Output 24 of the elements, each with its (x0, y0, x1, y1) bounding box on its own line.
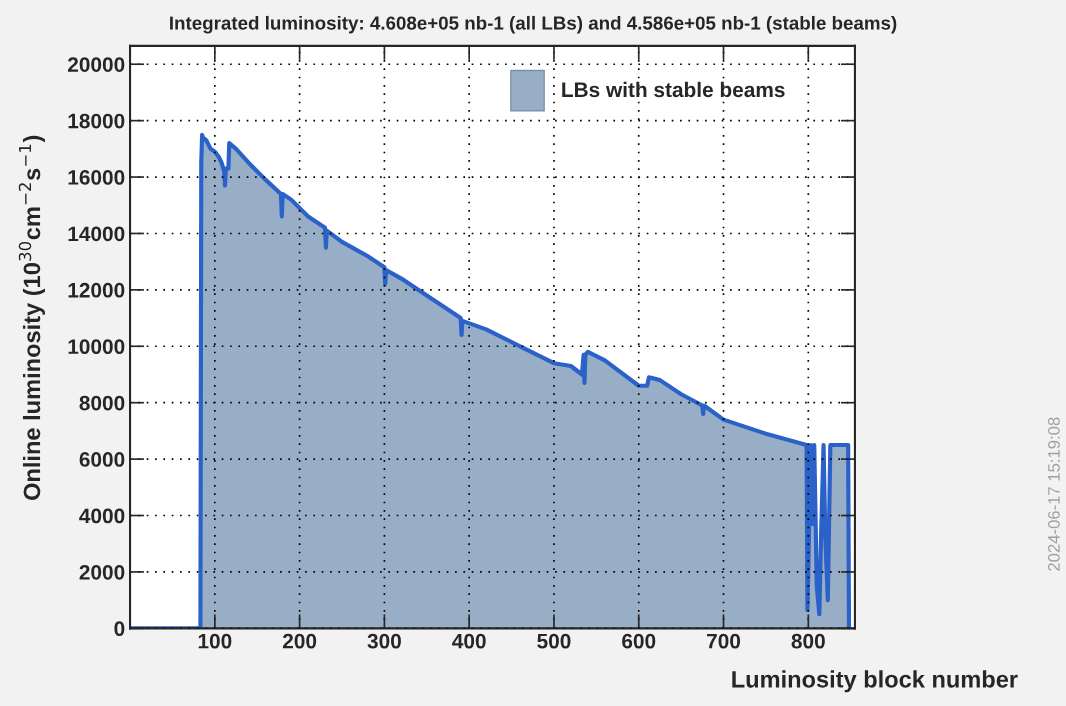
x-tick-label: 300 (367, 633, 401, 649)
y-tick-label: 14000 (68, 226, 125, 242)
y-tick-label: 2000 (79, 564, 125, 580)
x-axis-title: Luminosity block number (732, 670, 1018, 693)
chart-title: Integrated luminosity: 4.608e+05 nb-1 (all LBs) and 4.586e+05 nb-1 (stable beams) (170, 15, 897, 34)
y-tick-label: 6000 (79, 452, 125, 467)
y-tick-label: 4000 (79, 508, 125, 524)
legend-label: LBs with stable beams (562, 81, 785, 98)
y-axis-title: Online luminosity (10$^{30}$cm$^{−2}$s$^{−1}$) (18, 135, 45, 500)
y-tick-label: 8000 (79, 395, 125, 411)
x-tick-label: 200 (282, 633, 317, 649)
y-tick-label: 18000 (68, 113, 125, 129)
x-tick-label: 400 (452, 633, 486, 649)
x-tick-label: 800 (791, 633, 825, 649)
y-tick-label: 16000 (68, 170, 125, 185)
x-tick-label: 100 (198, 633, 232, 649)
y-tick-label: 12000 (68, 282, 125, 298)
text: 2024-06-17 15:19:08 (1048, 417, 1060, 571)
y-tick-label: 20000 (67, 57, 125, 72)
y-tick-label: 10000 (68, 339, 125, 355)
x-tick-label: 500 (537, 633, 571, 649)
x-tick-label: 700 (707, 633, 741, 649)
x-tick-label: 600 (622, 633, 656, 649)
y-tick-label: 0 (114, 621, 125, 637)
